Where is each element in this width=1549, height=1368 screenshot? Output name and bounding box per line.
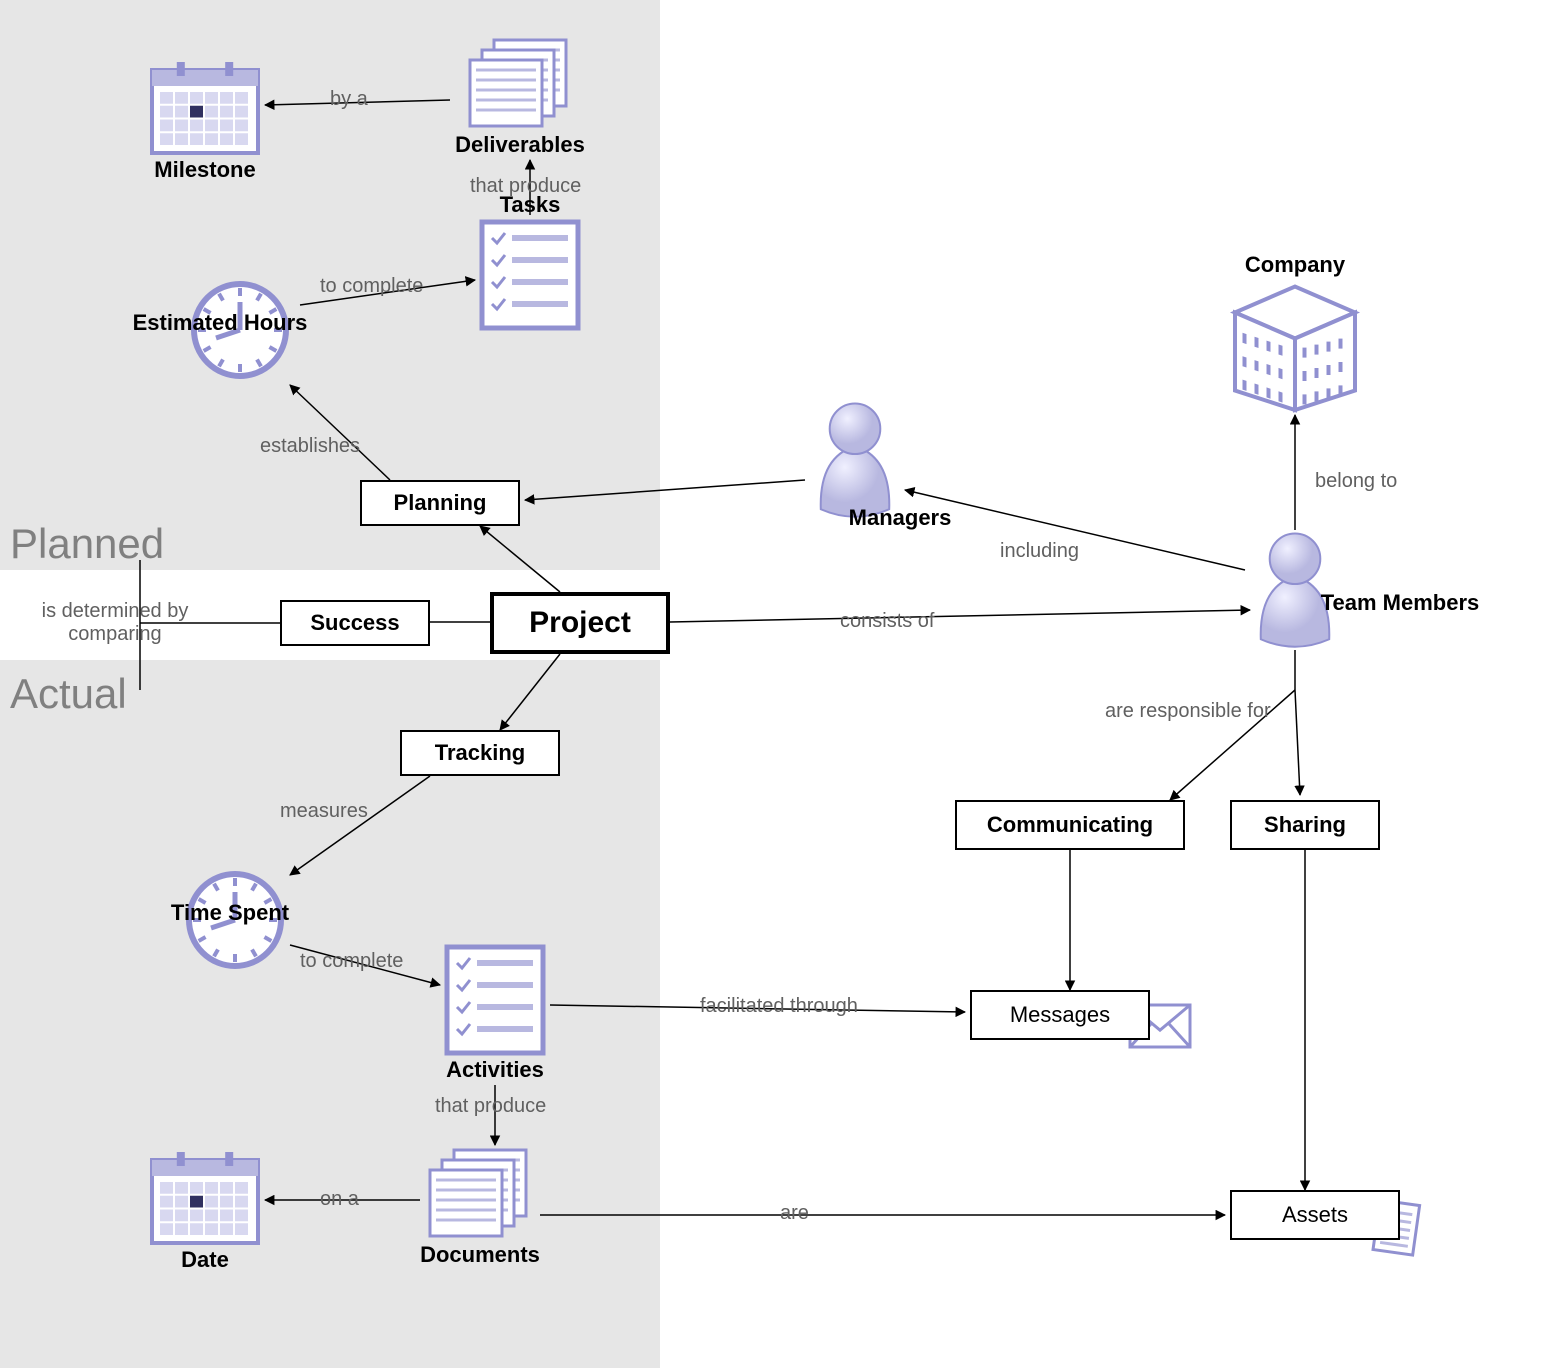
region-label-planned: Planned [10,520,164,568]
node-sharing: Sharing [1230,800,1380,850]
edge-label: that produce [435,1095,546,1118]
edge-label: establishes [260,435,360,458]
edge-label: on a [320,1188,359,1211]
node-label-date: Date [120,1247,290,1273]
diagram-canvas: Planned Actual consists of establishes to co… [0,0,1549,1368]
node-label-team: Team Members [1310,590,1490,616]
node-label-milestone: Milestone [120,157,290,183]
edge-label: measures [280,800,368,823]
edge-label: are responsible for [1105,700,1271,723]
region-label-actual: Actual [10,670,127,718]
edge-label: belong to [1315,470,1397,493]
region-actual [0,660,660,1368]
edge-label: including [1000,540,1079,563]
edge-label: to complete [300,950,403,973]
node-label-activities: Activities [415,1057,575,1083]
edge-label: is determined by comparing [25,600,205,646]
node-assets: Assets [1230,1190,1400,1240]
edge-label: consists of [840,610,934,633]
node-label-documents: Documents [400,1242,560,1268]
node-communicating: Communicating [955,800,1185,850]
node-success: Success [280,600,430,646]
edge-label: to complete [320,275,423,298]
person-icon [821,403,890,516]
edge-label: are [780,1202,809,1225]
node-project: Project [490,592,670,654]
building-icon [1235,287,1355,411]
node-label-company: Company [1190,252,1400,278]
node-planning: Planning [360,480,520,526]
edge-label: by a [330,88,368,111]
node-label-deliverables: Deliverables [440,132,600,158]
node-label-tasks: Tasks [450,192,610,218]
edge-label: facilitated through [700,995,858,1018]
node-tracking: Tracking [400,730,560,776]
node-messages: Messages [970,990,1150,1040]
node-label-timespent: Time Spent [140,900,320,926]
node-label-esthours: Estimated Hours [130,310,310,336]
node-label-managers: Managers [810,505,990,531]
